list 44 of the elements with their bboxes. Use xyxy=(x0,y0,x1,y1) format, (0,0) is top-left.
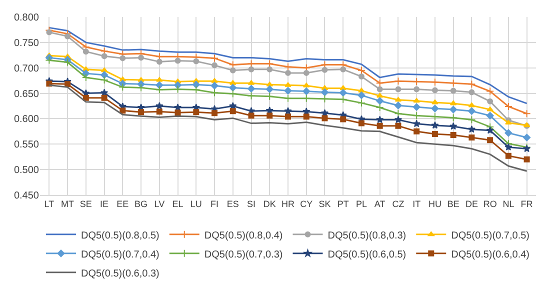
legend-label: DQ5(0.5)(0.7,0.5) xyxy=(451,230,530,242)
y-tick-label: 0.450 xyxy=(14,190,40,202)
x-tick-label: LT xyxy=(44,198,55,209)
x-tick-label: DE xyxy=(465,198,478,209)
y-tick-label: 0.750 xyxy=(14,38,40,49)
x-tick-label: SI xyxy=(247,198,256,209)
y-tick-label: 0.500 xyxy=(14,165,40,176)
legend-label: DQ5(0.5)(0.8,0.4) xyxy=(204,230,283,242)
legend-label: DQ5(0.5)(0.7,0.4) xyxy=(81,249,160,260)
y-tick-label: 0.700 xyxy=(14,63,40,74)
x-tick-label: SK xyxy=(318,198,331,209)
x-tick-label: CZ xyxy=(392,198,405,209)
x-tick-label: BE xyxy=(447,198,460,209)
legend-label: DQ5(0.5)(0.8,0.5) xyxy=(81,230,160,242)
x-tick-label: IE xyxy=(100,198,109,209)
x-tick-label: EL xyxy=(172,198,184,209)
x-tick-label: FI xyxy=(210,198,219,209)
x-tick-label: MT xyxy=(61,198,75,209)
x-tick-label: AT xyxy=(374,198,386,209)
x-tick-label: IT xyxy=(412,198,422,209)
x-tick-label: PT xyxy=(337,198,350,209)
legend-label: DQ5(0.5)(0.6,0.4) xyxy=(451,249,530,260)
y-tick-label: 0.650 xyxy=(14,88,40,100)
legend-label: DQ5(0.5)(0.7,0.3) xyxy=(204,249,283,260)
legend-label: DQ5(0.5)(0.6,0.5) xyxy=(328,249,406,260)
x-tick-label: ES xyxy=(226,198,239,209)
x-tick-label: SE xyxy=(80,198,92,209)
x-tick-label: RO xyxy=(483,198,497,209)
x-tick-label: BG xyxy=(134,198,148,209)
legend-label: DQ5(0.5)(0.8,0.3) xyxy=(328,230,406,242)
x-tick-label: HU xyxy=(428,198,442,209)
x-tick-label: EE xyxy=(116,198,129,209)
y-tick-label: 0.600 xyxy=(14,114,40,126)
y-tick-label: 0.550 xyxy=(14,140,40,151)
x-tick-label: NL xyxy=(502,198,514,209)
x-tick-label: DK xyxy=(263,198,276,209)
x-tick-label: HR xyxy=(282,198,295,209)
x-tick-label: LU xyxy=(190,198,202,209)
x-tick-label: FR xyxy=(520,198,534,209)
x-tick-label: CY xyxy=(300,198,313,209)
legend-label: DQ5(0.5)(0.6,0.3) xyxy=(81,268,160,280)
x-tick-label: PL xyxy=(356,198,367,209)
x-tick-label: LV xyxy=(154,198,165,209)
y-tick-label: 0.800 xyxy=(14,12,40,24)
